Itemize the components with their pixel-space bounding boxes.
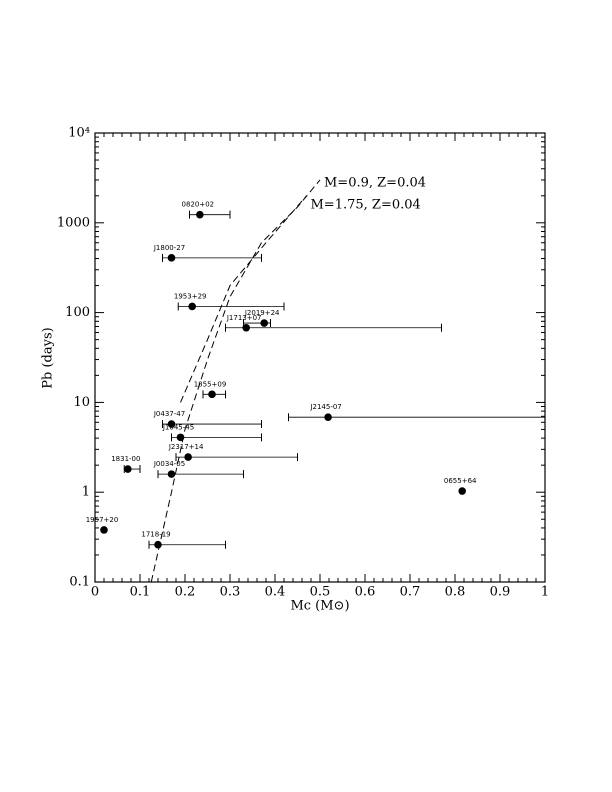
data-point — [154, 540, 162, 549]
x-axis-label: Mc (M⊙) — [290, 599, 349, 614]
data-point — [124, 465, 132, 473]
x-tick-label: 0.4 — [265, 585, 286, 600]
data-point — [188, 302, 196, 311]
point-label: 0655+64 — [444, 477, 477, 485]
x-tick-label: 0.6 — [355, 585, 376, 600]
point-label: 0820+02 — [182, 201, 215, 209]
point-label: J2019+24 — [244, 309, 280, 317]
model-label: M=0.9, Z=0.04 — [324, 175, 426, 190]
data-point — [176, 433, 185, 442]
x-tick-label: 0.3 — [220, 585, 241, 600]
model-curve — [180, 195, 307, 403]
point-label: J0437-47 — [153, 410, 185, 418]
point-label: 1718-19 — [141, 531, 170, 539]
data-point — [167, 420, 176, 428]
point-label: J1045-45 — [162, 423, 194, 431]
y-tick-label: 100 — [65, 305, 90, 320]
data-point — [208, 390, 216, 399]
x-tick-label: 1 — [541, 585, 549, 600]
x-tick-label: 0.5 — [310, 585, 331, 600]
point-label: 1953+29 — [174, 292, 207, 300]
model-label: M=1.75, Z=0.04 — [311, 197, 421, 212]
data-point — [196, 210, 204, 219]
point-label: J1713+07 — [226, 314, 262, 322]
point-label: J1800-27 — [153, 244, 185, 252]
point-label: 1855+09 — [194, 380, 227, 388]
x-tick-label: 0.2 — [175, 585, 196, 600]
x-tick-label: 0.8 — [445, 585, 466, 600]
data-point — [260, 319, 269, 327]
x-tick-label: 0.9 — [490, 585, 511, 600]
point-label: J0034-05 — [153, 460, 185, 468]
x-tick-label: 0 — [91, 585, 99, 600]
y-tick-label: 0.1 — [69, 575, 90, 590]
data-point — [100, 526, 108, 534]
point-label: J2145-07 — [309, 403, 341, 411]
y-tick-label: 10 — [73, 395, 90, 410]
data-point — [167, 470, 176, 478]
data-point — [167, 254, 176, 262]
point-label: 1957+20 — [86, 516, 119, 524]
data-point — [324, 413, 332, 422]
y-axis-label: Pb (days) — [41, 327, 56, 388]
point-label: 1831-00 — [111, 455, 140, 463]
y-tick-label: 1 — [82, 485, 90, 500]
model-curve — [150, 179, 321, 583]
data-point — [458, 487, 467, 495]
y-tick-label: 1000 — [57, 215, 90, 230]
x-tick-label: 0.7 — [400, 585, 421, 600]
point-label: J2317+14 — [168, 443, 204, 451]
data-point — [242, 323, 250, 332]
y-tick-label: 10⁴ — [68, 126, 90, 141]
x-tick-label: 0.1 — [130, 585, 151, 600]
data-point — [184, 453, 192, 461]
